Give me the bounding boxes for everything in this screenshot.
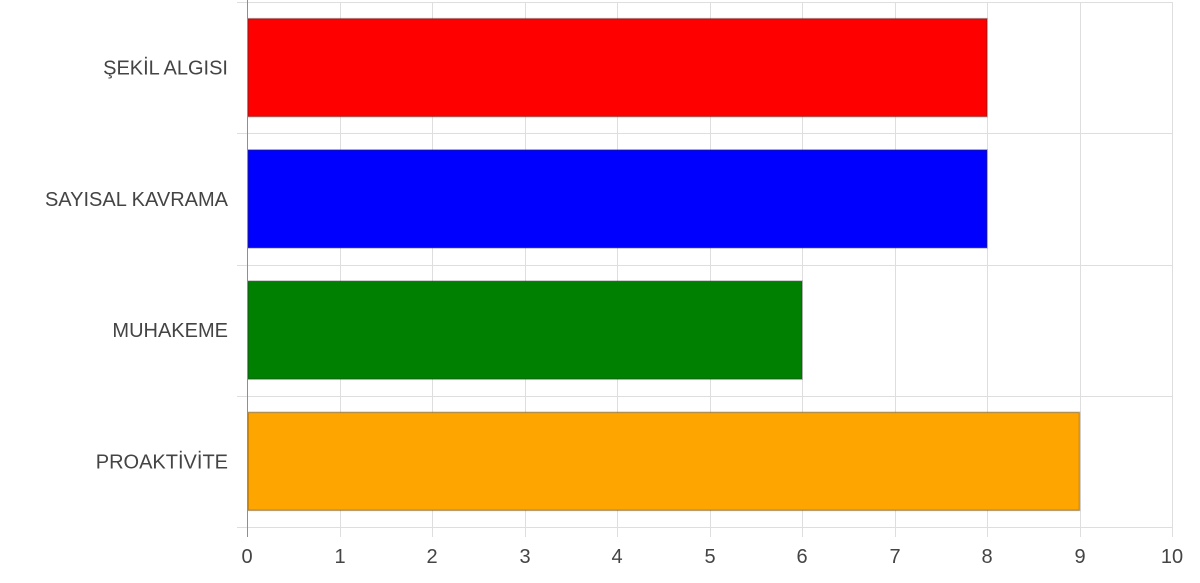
x-tick-label: 3 bbox=[519, 546, 530, 568]
x-tick-label: 2 bbox=[426, 546, 437, 568]
x-tick-label: 4 bbox=[611, 546, 622, 568]
category-label: PROAKTİVİTE bbox=[96, 450, 228, 473]
category-label: MUHAKEME bbox=[112, 320, 228, 342]
category-label: SAYISAL KAVRAMA bbox=[45, 189, 229, 211]
x-tick-label: 8 bbox=[981, 546, 992, 568]
bar-4 bbox=[248, 412, 1080, 510]
x-tick-label: 6 bbox=[796, 546, 807, 568]
x-tick-label: 5 bbox=[704, 546, 715, 568]
bar-3 bbox=[248, 281, 802, 379]
bars bbox=[248, 19, 1080, 511]
x-tick-label: 1 bbox=[334, 546, 345, 568]
bar-1 bbox=[248, 19, 987, 117]
category-label: ŞEKİL ALGISI bbox=[103, 57, 228, 80]
x-tick-label: 9 bbox=[1074, 546, 1085, 568]
bar-2 bbox=[248, 150, 987, 248]
x-tick-label: 0 bbox=[241, 546, 252, 568]
x-tick-label: 7 bbox=[889, 546, 900, 568]
x-tick-label: 10 bbox=[1161, 546, 1183, 568]
